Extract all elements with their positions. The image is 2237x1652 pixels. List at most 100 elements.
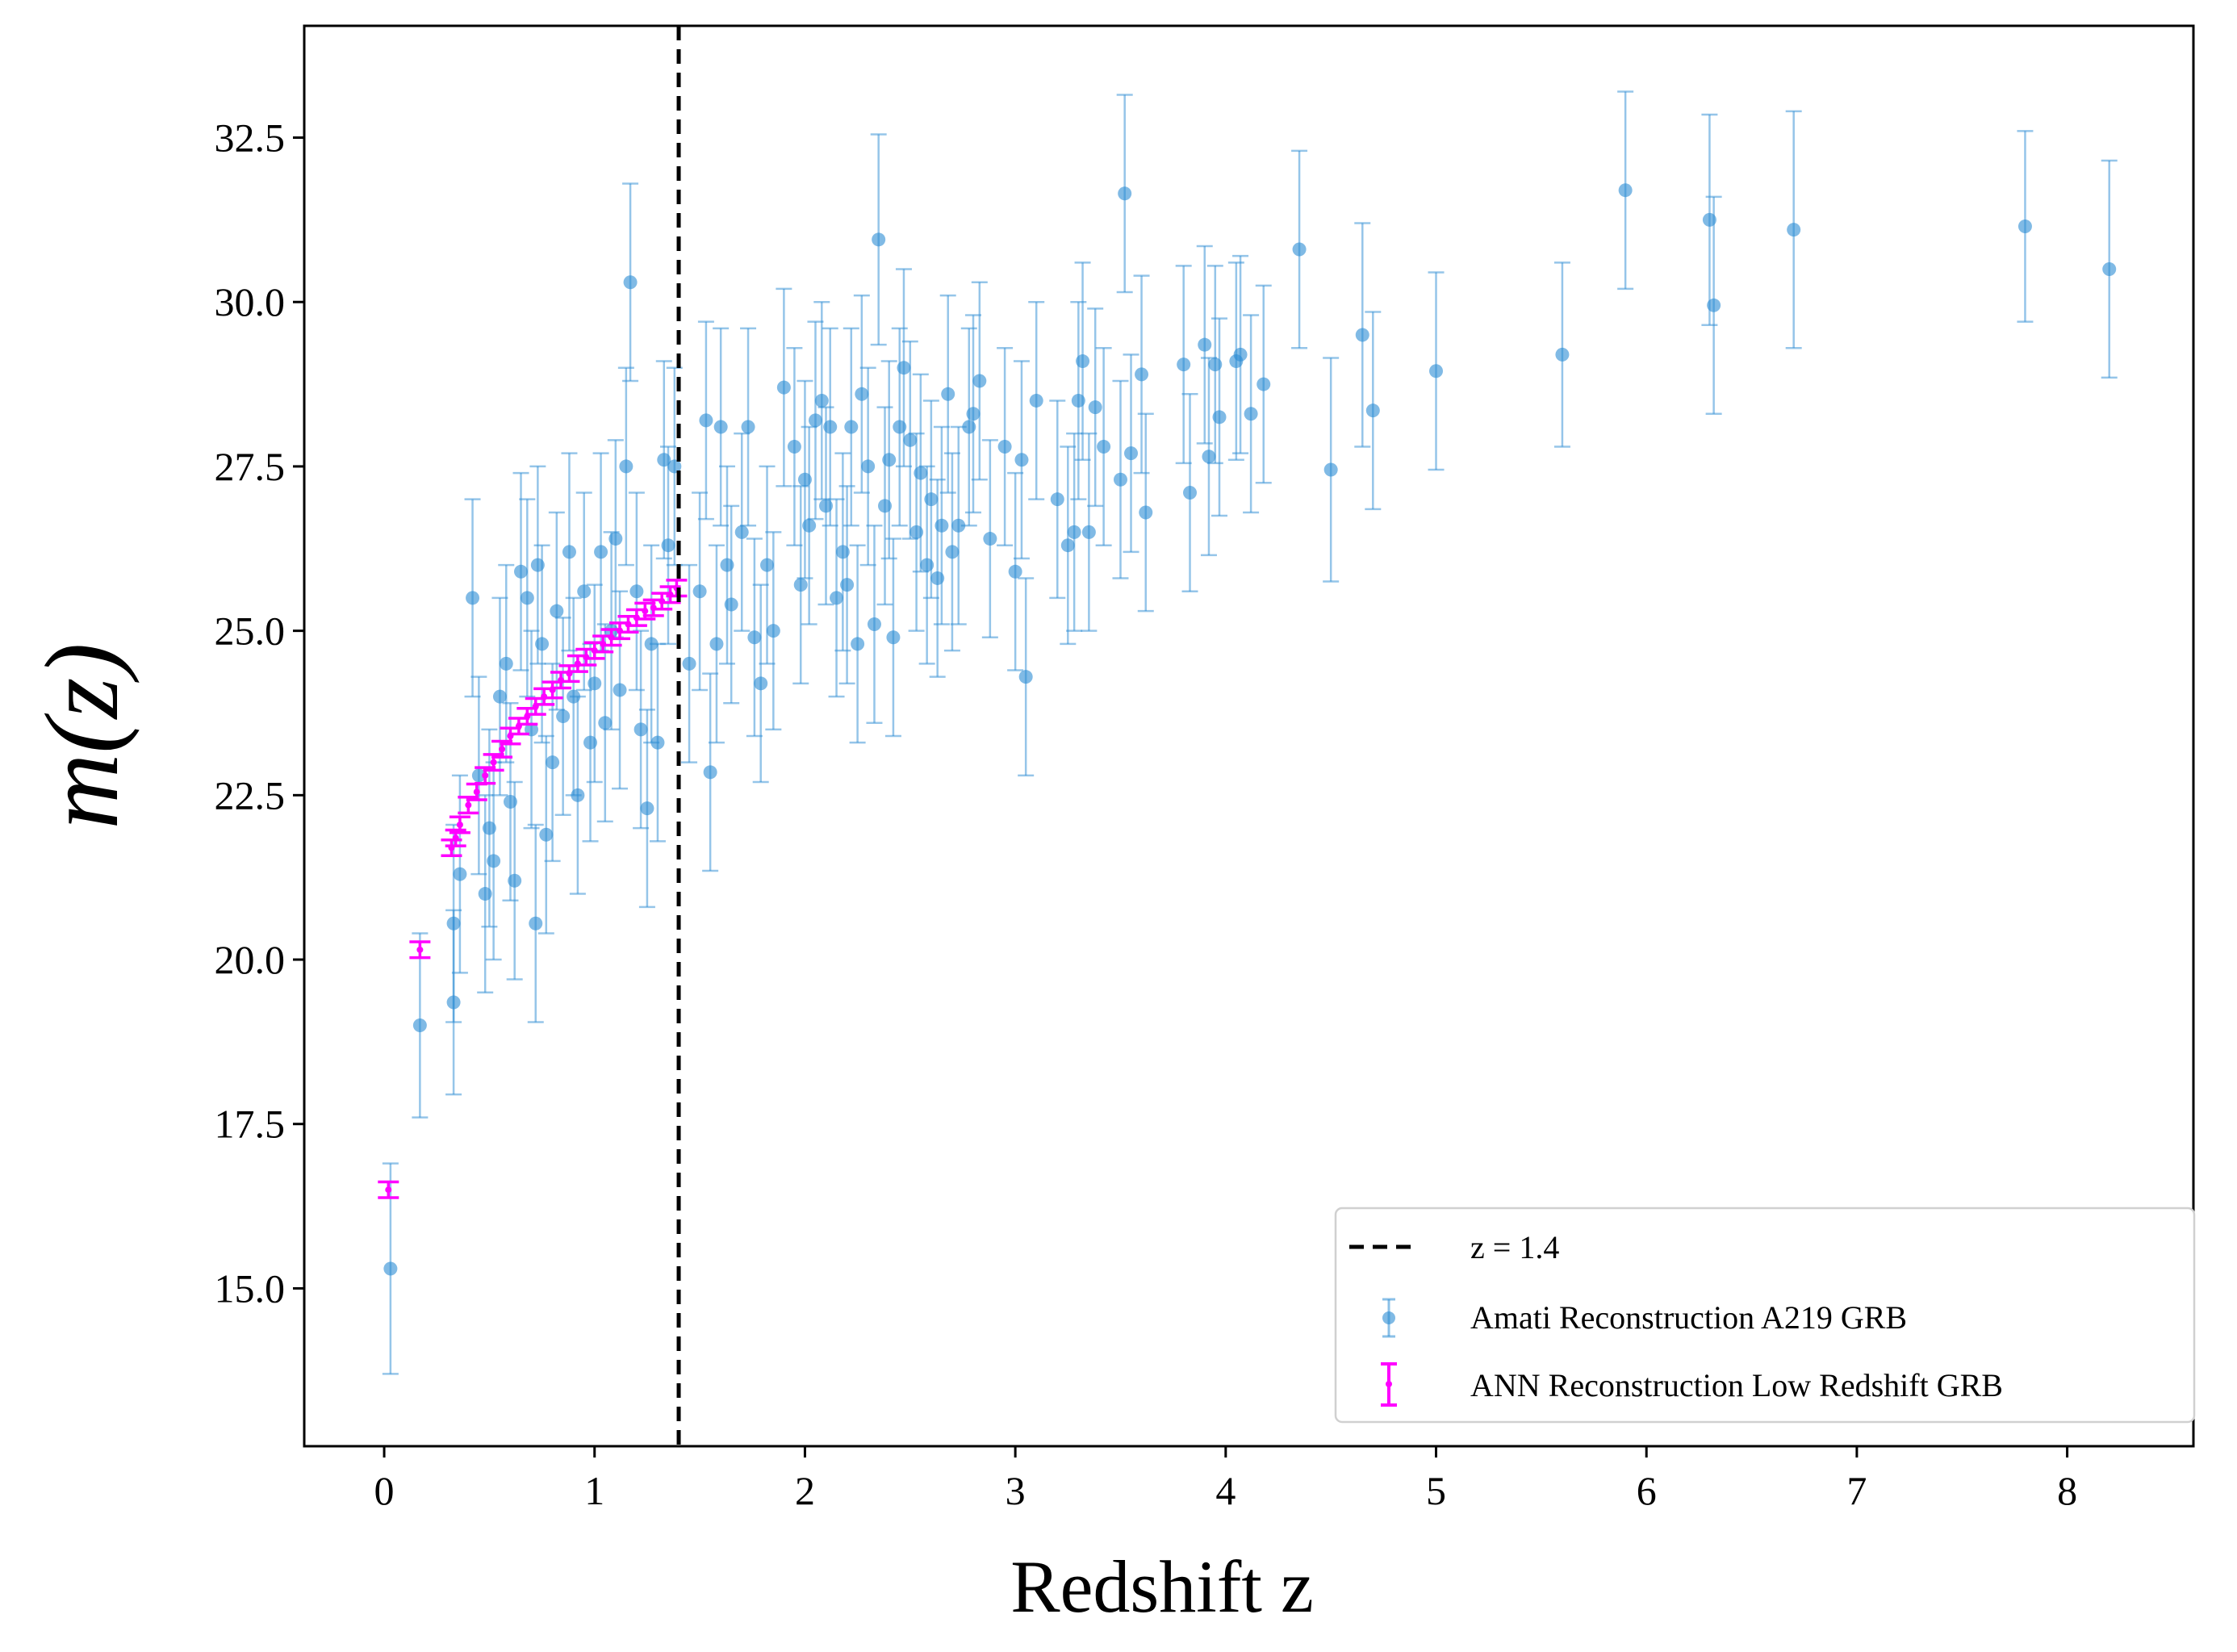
amati-point — [786, 347, 803, 546]
series-amati — [382, 90, 2118, 1375]
amati-point — [1232, 254, 1249, 454]
amati-point — [792, 485, 809, 685]
amati-point — [470, 675, 487, 876]
amati-point — [1123, 353, 1139, 554]
amati-point — [697, 320, 714, 521]
amati-point — [1112, 379, 1129, 579]
amati-point — [1553, 261, 1570, 448]
y-tick-label: 32.5 — [215, 115, 286, 161]
y-tick-label: 27.5 — [215, 444, 286, 489]
y-axis-label: m(z) — [24, 642, 140, 829]
amati-point — [1081, 432, 1098, 632]
x-tick-label: 6 — [1637, 1468, 1657, 1513]
amati-point — [1137, 412, 1154, 613]
legend-box — [1334, 1207, 2196, 1424]
amati-point — [519, 498, 536, 698]
amati-point — [950, 425, 967, 625]
y-tick-label: 15.0 — [215, 1265, 286, 1311]
amati-point — [628, 491, 645, 692]
amati-point — [807, 320, 824, 521]
amati-point — [533, 544, 550, 744]
x-axis-label: Redshift z — [1010, 1545, 1314, 1628]
amati-point — [838, 485, 855, 685]
amati-point — [822, 327, 838, 527]
amati-point — [981, 439, 998, 639]
y-axis: 15.0 17.5 20.0 22.5 25.0 27.5 30.0 32.5 — [215, 115, 304, 1311]
amati-point — [901, 340, 918, 540]
amati-point — [1617, 90, 1634, 291]
x-tick-label: 2 — [795, 1468, 815, 1513]
amati-point — [506, 780, 523, 981]
amati-point — [708, 544, 725, 744]
amati-point — [746, 537, 763, 738]
amati-point — [1007, 471, 1024, 671]
amati-point — [1181, 393, 1198, 592]
amati-point — [1255, 284, 1272, 484]
amati-point — [853, 294, 870, 494]
amati-point — [866, 525, 883, 724]
series-layer — [378, 90, 2118, 1375]
amati-point — [692, 491, 709, 692]
amati-point — [1095, 347, 1112, 546]
y-tick-label: 20.0 — [215, 937, 286, 982]
amati-point — [527, 823, 544, 1023]
amati-point — [622, 182, 639, 383]
amati-point — [1243, 314, 1260, 514]
y-tick-label: 25.0 — [215, 609, 286, 654]
amati-point — [561, 452, 578, 652]
amati-point — [1365, 311, 1382, 511]
ann-point — [409, 940, 431, 960]
x-tick-label: 0 — [374, 1468, 395, 1513]
legend-vline-label: z = 1.4 — [1470, 1229, 1559, 1265]
legend-ann-label: ANN Reconstruction Low Redshift GRB — [1470, 1367, 2003, 1403]
x-tick-label: 1 — [584, 1468, 604, 1513]
amati-point — [445, 823, 462, 1023]
y-tick-label: 22.5 — [215, 772, 286, 818]
amati-point — [451, 774, 468, 974]
amati-point — [1291, 149, 1308, 349]
amati-point — [1323, 357, 1340, 583]
amati-point — [997, 347, 1014, 546]
amati-point — [880, 360, 897, 560]
x-tick-label: 7 — [1846, 1468, 1867, 1513]
legend-amati-label: Amati Reconstruction A219 GRB — [1470, 1299, 1907, 1336]
amati-point — [412, 932, 429, 1119]
amati-point — [971, 281, 988, 481]
amati-point — [1049, 399, 1066, 600]
amati-point — [813, 300, 830, 500]
amati-point — [586, 583, 603, 784]
plot-area — [303, 24, 2195, 1448]
x-axis: 0 1 2 3 4 5 6 7 8 — [374, 1446, 2077, 1513]
amati-point — [740, 327, 757, 527]
amati-point — [1705, 195, 1722, 415]
amati-point — [752, 583, 769, 784]
amati-point — [801, 425, 817, 625]
x-tick-label: 8 — [2057, 1468, 2077, 1513]
amati-point — [1133, 274, 1150, 475]
amati-point — [681, 563, 698, 763]
amati-point — [2017, 130, 2034, 323]
legend-amati-swatch — [1382, 1298, 1395, 1338]
legend-ann-swatch — [1381, 1362, 1397, 1407]
amati-point — [765, 531, 782, 731]
amati-point — [870, 133, 887, 346]
plot-frame — [303, 24, 2195, 1448]
amati-point — [943, 452, 960, 652]
y-tick-label: 17.5 — [215, 1102, 286, 1147]
amati-point — [849, 544, 866, 744]
amati-point — [1028, 300, 1045, 500]
amati-point — [1785, 110, 1802, 349]
amati-point — [1196, 245, 1213, 445]
amati-point — [702, 672, 719, 872]
ann-point — [378, 1180, 399, 1199]
amati-point — [2101, 159, 2118, 379]
amati-point — [464, 498, 481, 698]
x-tick-label: 5 — [1426, 1468, 1446, 1513]
amati-point — [1087, 307, 1104, 508]
series-ann — [378, 579, 688, 1199]
amati-point — [939, 294, 956, 494]
amati-point — [1018, 577, 1035, 777]
amati-point — [912, 373, 929, 573]
amati-point — [1013, 360, 1030, 560]
